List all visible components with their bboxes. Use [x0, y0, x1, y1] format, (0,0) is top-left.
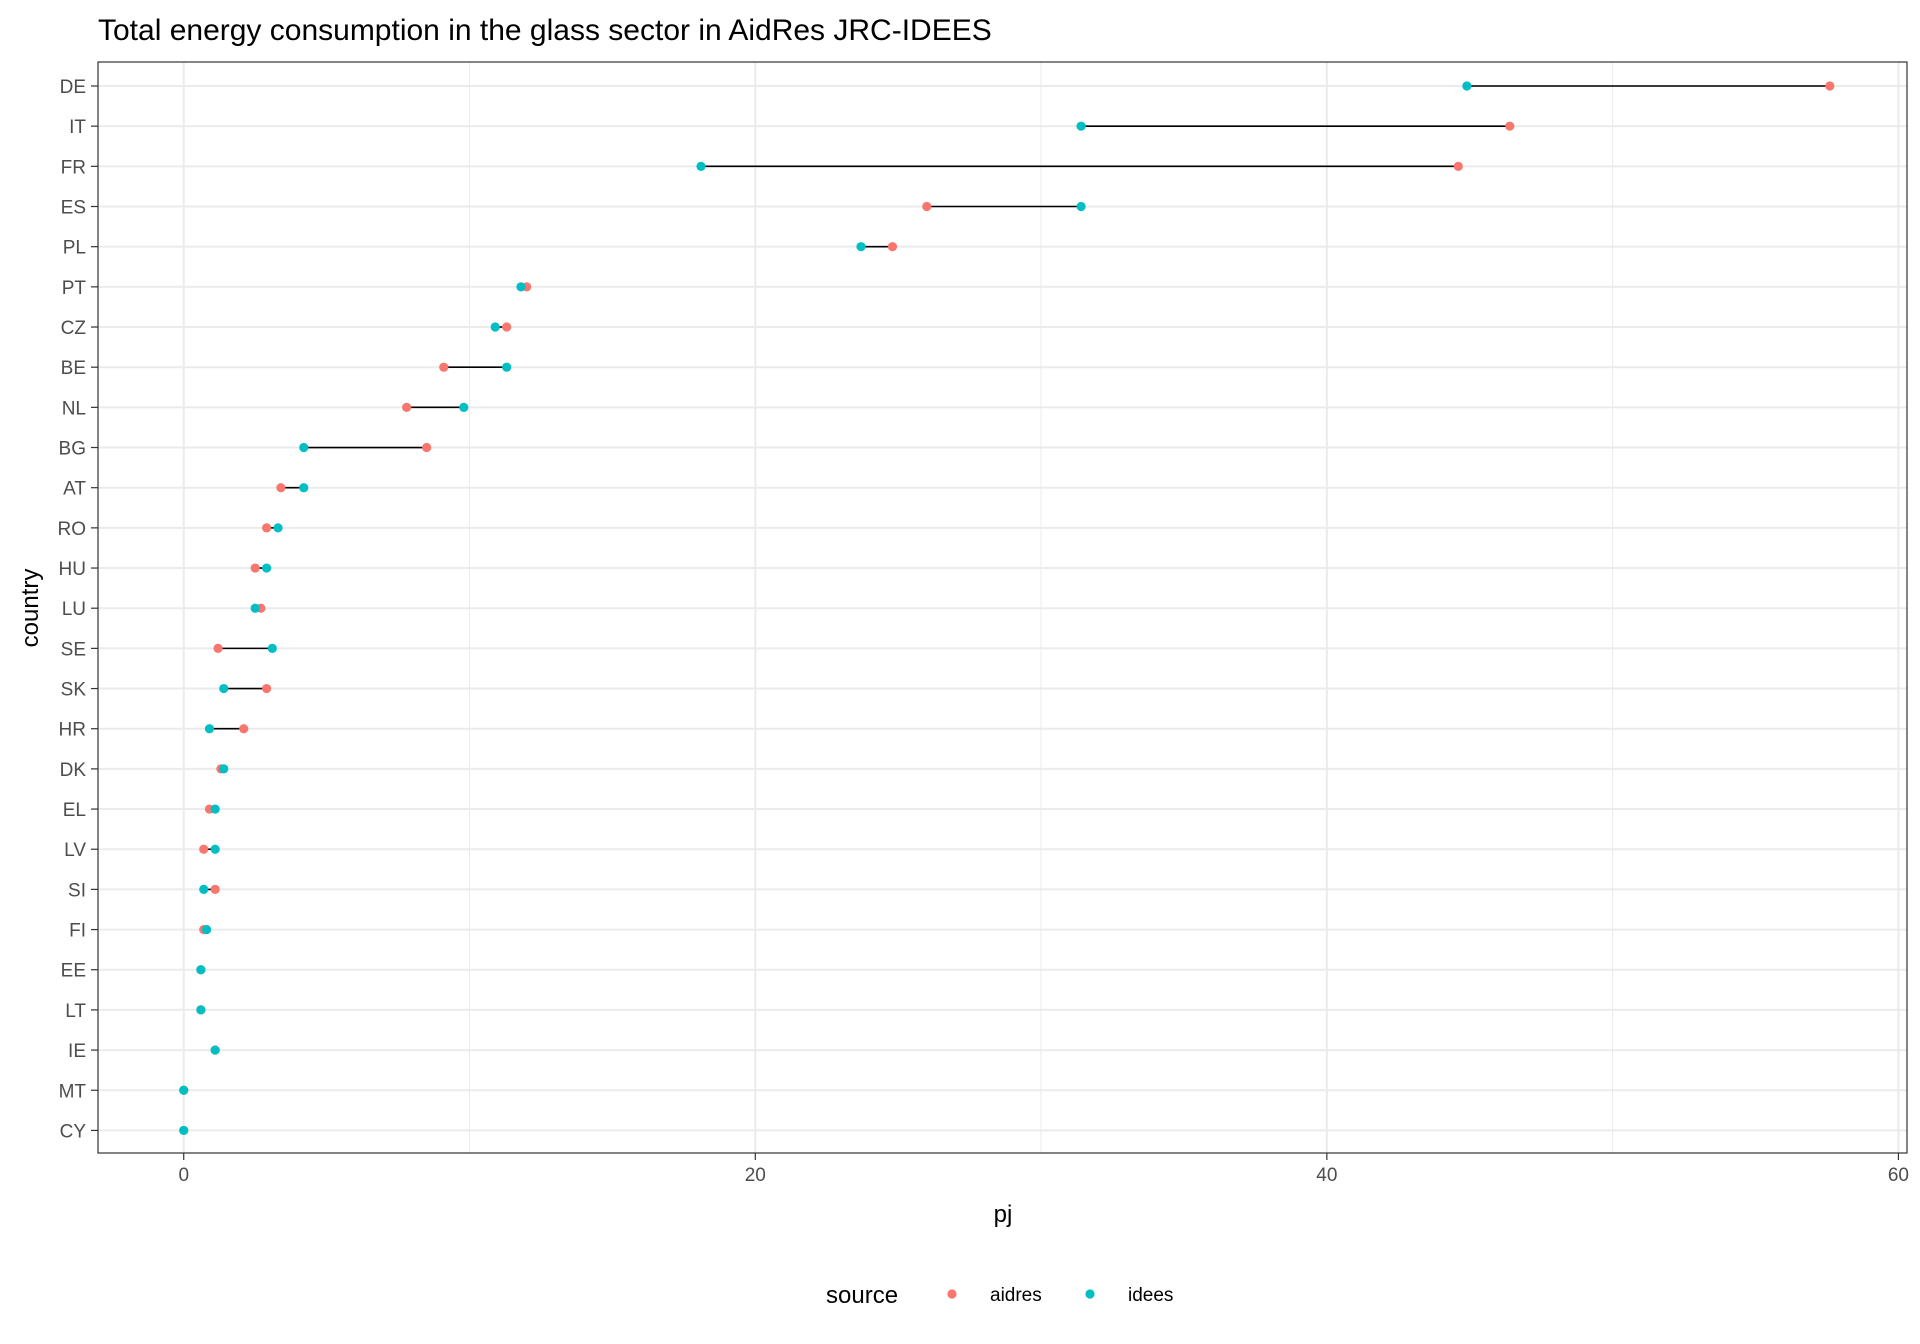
data-point-idees — [262, 563, 272, 573]
dumbbell-segments — [203, 85, 1830, 931]
panel-border — [97, 61, 1908, 1154]
legend-key-idees — [1085, 1289, 1095, 1299]
data-point-idees — [1462, 81, 1472, 91]
legend: source aidres idees — [826, 1282, 1173, 1309]
x-tick-label: 0 — [178, 1165, 189, 1186]
y-tick-label: DE — [60, 77, 86, 98]
data-point-aidres — [1505, 121, 1515, 131]
data-point-aidres — [402, 402, 412, 412]
x-tick-label: 60 — [1888, 1165, 1909, 1186]
data-point-aidres — [210, 884, 220, 895]
y-tick-label: CZ — [61, 318, 87, 339]
data-point-aidres — [1825, 81, 1835, 91]
data-point-aidres — [922, 201, 932, 212]
y-tick-label: EL — [63, 800, 86, 821]
data-point-idees — [299, 442, 309, 453]
data-point-idees — [196, 965, 206, 975]
data-point-aidres — [502, 322, 512, 332]
data-point-aidres — [262, 523, 272, 533]
data-point-idees — [299, 483, 309, 493]
data-point-idees — [1076, 121, 1086, 131]
y-tick-label: EE — [61, 961, 86, 982]
data-point-idees — [490, 322, 500, 332]
data-points — [179, 81, 1835, 1136]
data-point-idees — [250, 603, 260, 613]
data-point-aidres — [250, 563, 260, 573]
data-point-idees — [1076, 201, 1086, 212]
data-point-idees — [210, 804, 220, 814]
x-tick-label: 40 — [1316, 1165, 1337, 1186]
y-tick-label: FI — [69, 921, 86, 942]
data-point-idees — [179, 1085, 189, 1095]
y-tick-label: IE — [68, 1041, 86, 1062]
y-tick-label: LT — [65, 1001, 86, 1022]
data-point-idees — [210, 844, 220, 854]
data-point-idees — [856, 242, 866, 252]
data-point-idees — [179, 1125, 189, 1136]
y-tick-label: NL — [62, 398, 86, 419]
y-tick-label: HU — [59, 559, 86, 580]
data-point-idees — [210, 1045, 220, 1055]
data-point-aidres — [213, 643, 223, 653]
data-point-aidres — [422, 442, 432, 453]
y-tick-label: RO — [58, 519, 87, 540]
plot-area — [97, 61, 1908, 1154]
chart-title: Total energy consumption in the glass se… — [98, 14, 992, 47]
x-tick-label: 20 — [745, 1165, 766, 1186]
data-point-aidres — [199, 844, 209, 854]
y-tick-label: AT — [63, 479, 86, 500]
data-point-idees — [502, 362, 512, 372]
data-point-idees — [459, 402, 469, 412]
y-tick-label: ES — [61, 198, 86, 219]
data-point-idees — [516, 282, 526, 292]
y-tick-label: SI — [68, 880, 86, 901]
data-point-aidres — [276, 483, 286, 493]
x-axis: 0 20 40 60 — [178, 1153, 1909, 1186]
y-tick-label: LU — [62, 599, 86, 620]
data-point-idees — [201, 924, 212, 935]
data-point-idees — [204, 724, 215, 734]
data-point-idees — [196, 1005, 206, 1015]
y-tick-label: CY — [60, 1121, 87, 1142]
data-point-idees — [273, 523, 283, 533]
y-tick-label: BG — [59, 439, 86, 460]
y-tick-label: LV — [64, 840, 86, 861]
data-point-idees — [199, 884, 209, 895]
data-point-aidres — [439, 362, 449, 372]
y-tick-label: SE — [61, 639, 86, 660]
y-axis: DE IT FR ES PL PT CZ BE NL BG AT RO HU LU SE SK HR DK EL LV… — [58, 77, 98, 1142]
y-tick-label: MT — [59, 1081, 87, 1102]
legend-label-idees: idees — [1128, 1285, 1173, 1306]
x-axis-title: pj — [994, 1201, 1013, 1228]
data-point-aidres — [887, 242, 898, 252]
y-tick-label: PL — [63, 238, 86, 259]
y-tick-label: BE — [61, 358, 86, 379]
y-tick-label: HR — [59, 720, 86, 741]
y-tick-label: IT — [69, 117, 86, 138]
data-point-idees — [267, 643, 277, 653]
y-tick-label: FR — [61, 157, 86, 178]
legend-label-aidres: aidres — [990, 1285, 1042, 1306]
legend-key-aidres — [947, 1289, 957, 1299]
data-point-aidres — [1453, 161, 1463, 171]
data-point-aidres — [262, 683, 272, 694]
data-point-aidres — [239, 724, 249, 734]
data-point-idees — [696, 161, 706, 171]
legend-title: source — [826, 1282, 898, 1309]
y-tick-label: DK — [60, 760, 87, 781]
y-tick-label: PT — [62, 278, 87, 299]
data-point-idees — [219, 764, 229, 774]
y-axis-title: country — [17, 569, 44, 648]
data-point-idees — [219, 683, 229, 694]
y-tick-label: SK — [61, 680, 87, 701]
